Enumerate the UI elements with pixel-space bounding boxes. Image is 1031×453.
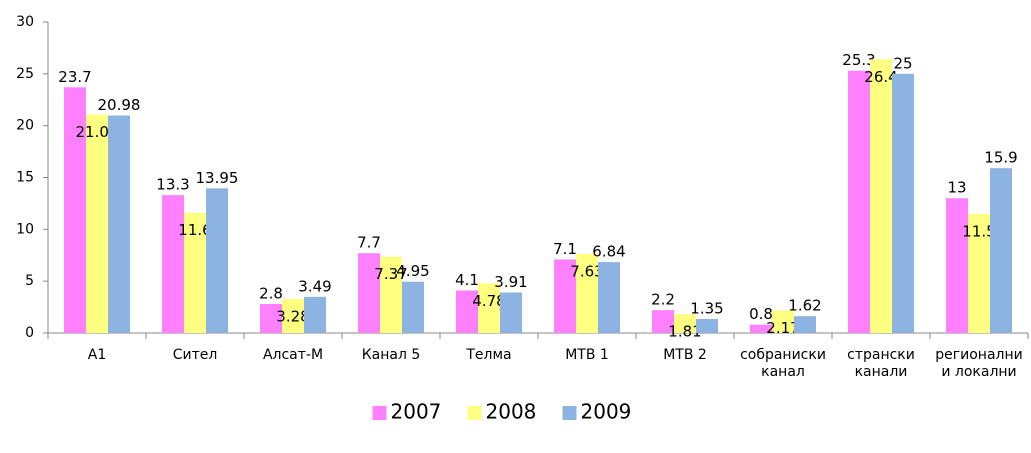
legend-label: 2007 [391,400,442,424]
bar [794,316,816,333]
x-tick-label: Сител [173,347,218,363]
value-label: 0.8 [749,305,773,323]
bar [696,319,718,333]
bar [892,73,914,333]
value-label: 7.37 [374,265,407,283]
bar [402,281,424,333]
value-label: 15.9 [984,149,1017,167]
bar [848,70,870,334]
value-label: 13 [947,179,966,197]
x-tick-label: канал [761,364,805,380]
bar [184,212,206,333]
bar [206,188,228,333]
bar [990,168,1012,333]
y-tick-label: 30 [16,14,34,30]
bar [108,115,130,334]
value-label: 11.5 [962,222,995,240]
value-label: 7.7 [357,234,381,252]
x-tick-label: Алсат-М [263,347,323,363]
bar [162,195,184,333]
bar [598,262,620,333]
value-label: 3.49 [298,277,331,295]
value-label: 2.8 [259,284,283,302]
bar [380,256,402,333]
legend-swatch [467,406,482,420]
value-label: 11.6 [178,221,211,239]
value-label: 2.17 [766,319,799,337]
bar [500,292,522,333]
bar [674,314,696,333]
value-label: 13.95 [196,169,239,187]
legend-label: 2008 [486,400,537,424]
value-label: 3.91 [494,273,527,291]
bar [750,324,772,333]
x-tick-label: регионални [935,347,1022,363]
value-label: 4.1 [455,271,479,289]
value-label: 1.81 [668,323,701,341]
y-tick-label: 0 [25,325,34,341]
bar [772,310,794,333]
value-label: 4.95 [396,262,429,280]
x-tick-label: собраниски [740,347,826,363]
value-label: 3.28 [276,307,309,325]
value-label: 7.63 [570,262,603,280]
legend-swatch [372,406,387,420]
value-label: 25 [893,54,912,72]
bar [554,259,576,333]
value-label: 6.84 [592,243,625,261]
y-tick-label: 10 [16,221,34,237]
bar [64,87,86,333]
value-label: 13.3 [156,176,189,194]
bar [456,290,478,333]
x-tick-label: A1 [88,347,106,363]
legend-label: 2009 [581,400,632,424]
bar [304,296,326,333]
x-tick-label: МТВ 1 [565,347,609,363]
bar [358,253,380,333]
value-label: 21.07 [76,123,119,141]
bar [652,310,674,333]
value-label: 1.35 [690,300,723,318]
value-label: 23.7 [58,68,91,86]
y-tick-label: 25 [16,66,34,82]
legend-swatch [562,406,577,420]
x-tick-label: канали [855,364,908,380]
value-label: 2.2 [651,291,675,309]
value-label: 25.3 [842,51,875,69]
value-label: 4.78 [472,292,505,310]
x-tick-label: Канал 5 [362,347,421,363]
y-tick-label: 5 [25,273,34,289]
value-label: 1.62 [788,297,821,315]
bar [576,253,598,333]
value-label: 7.1 [553,240,577,258]
x-tick-label: странски [847,347,915,363]
bar [86,114,108,333]
x-tick-label: МТВ 2 [663,347,707,363]
bar [946,198,968,333]
bar [260,303,282,333]
value-label: 26.4 [864,68,897,86]
bar [870,59,892,333]
x-tick-label: и локални [941,364,1016,380]
bar [968,213,990,333]
y-tick-label: 20 [16,118,34,134]
value-label: 20.98 [98,96,141,114]
bar [282,298,304,333]
y-tick-label: 15 [16,170,34,186]
bar [478,283,500,333]
x-tick-label: Телма [465,347,511,363]
